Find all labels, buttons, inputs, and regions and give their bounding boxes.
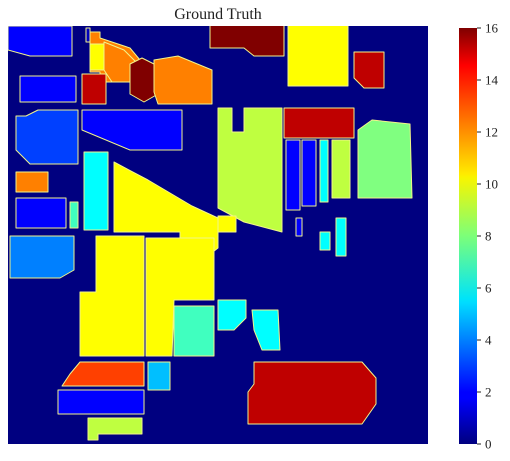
region-class-10 bbox=[79, 235, 145, 357]
region-class-2 bbox=[295, 217, 303, 237]
colorbar-tick-label: 0 bbox=[485, 437, 492, 452]
region-class-1 bbox=[85, 27, 91, 43]
colorbar-tick-label: 14 bbox=[485, 73, 499, 88]
region-class-2 bbox=[15, 197, 67, 229]
region-class-6 bbox=[319, 231, 331, 251]
region-class-3 bbox=[15, 109, 79, 165]
colorbar-tick-label: 12 bbox=[485, 125, 498, 140]
region-class-15 bbox=[353, 51, 385, 89]
region-class-5 bbox=[147, 361, 171, 391]
region-class-4 bbox=[9, 235, 75, 279]
region-class-15 bbox=[283, 107, 355, 139]
region-class-2 bbox=[81, 109, 183, 151]
region-class-6 bbox=[83, 151, 109, 231]
colorbar-ticks: 0 2 4 6 8 10 12 14 16 bbox=[477, 21, 499, 452]
region-class-2 bbox=[285, 139, 301, 211]
region-class-6 bbox=[217, 299, 247, 331]
region-class-8 bbox=[357, 119, 413, 199]
colorbar-tick-label: 6 bbox=[485, 281, 492, 296]
label-regions bbox=[8, 26, 413, 441]
region-class-16 bbox=[209, 26, 285, 57]
region-class-2 bbox=[19, 75, 77, 103]
colorbar-tick-label: 10 bbox=[485, 177, 498, 192]
chart-title: Ground Truth bbox=[174, 6, 262, 23]
region-class-13 bbox=[61, 361, 145, 387]
region-class-9 bbox=[217, 107, 283, 233]
region-class-2 bbox=[57, 389, 145, 415]
region-class-2 bbox=[301, 139, 317, 207]
region-class-12 bbox=[153, 55, 213, 105]
region-class-6 bbox=[319, 139, 329, 203]
region-class-12 bbox=[15, 171, 49, 193]
region-class-2 bbox=[8, 26, 73, 57]
region-class-9 bbox=[87, 417, 143, 441]
region-class-10 bbox=[287, 26, 349, 87]
region-class-15 bbox=[81, 73, 107, 105]
region-class-15 bbox=[247, 361, 377, 425]
colorbar-tick-label: 8 bbox=[485, 229, 492, 244]
region-class-10 bbox=[145, 237, 215, 357]
region-class-6 bbox=[251, 309, 281, 351]
colorbar-tick-label: 4 bbox=[485, 333, 492, 348]
colorbar-tick-label: 2 bbox=[485, 385, 492, 400]
colorbar-tick-label: 16 bbox=[485, 21, 499, 36]
region-class-7 bbox=[173, 305, 215, 357]
colorbar-gradient bbox=[459, 28, 477, 444]
region-class-10 bbox=[89, 43, 105, 71]
region-class-10 bbox=[217, 215, 237, 233]
region-class-9 bbox=[331, 139, 351, 199]
colorbar: 0 2 4 6 8 10 12 14 16 bbox=[459, 21, 499, 452]
region-class-6 bbox=[335, 217, 347, 257]
region-class-7 bbox=[69, 201, 79, 229]
